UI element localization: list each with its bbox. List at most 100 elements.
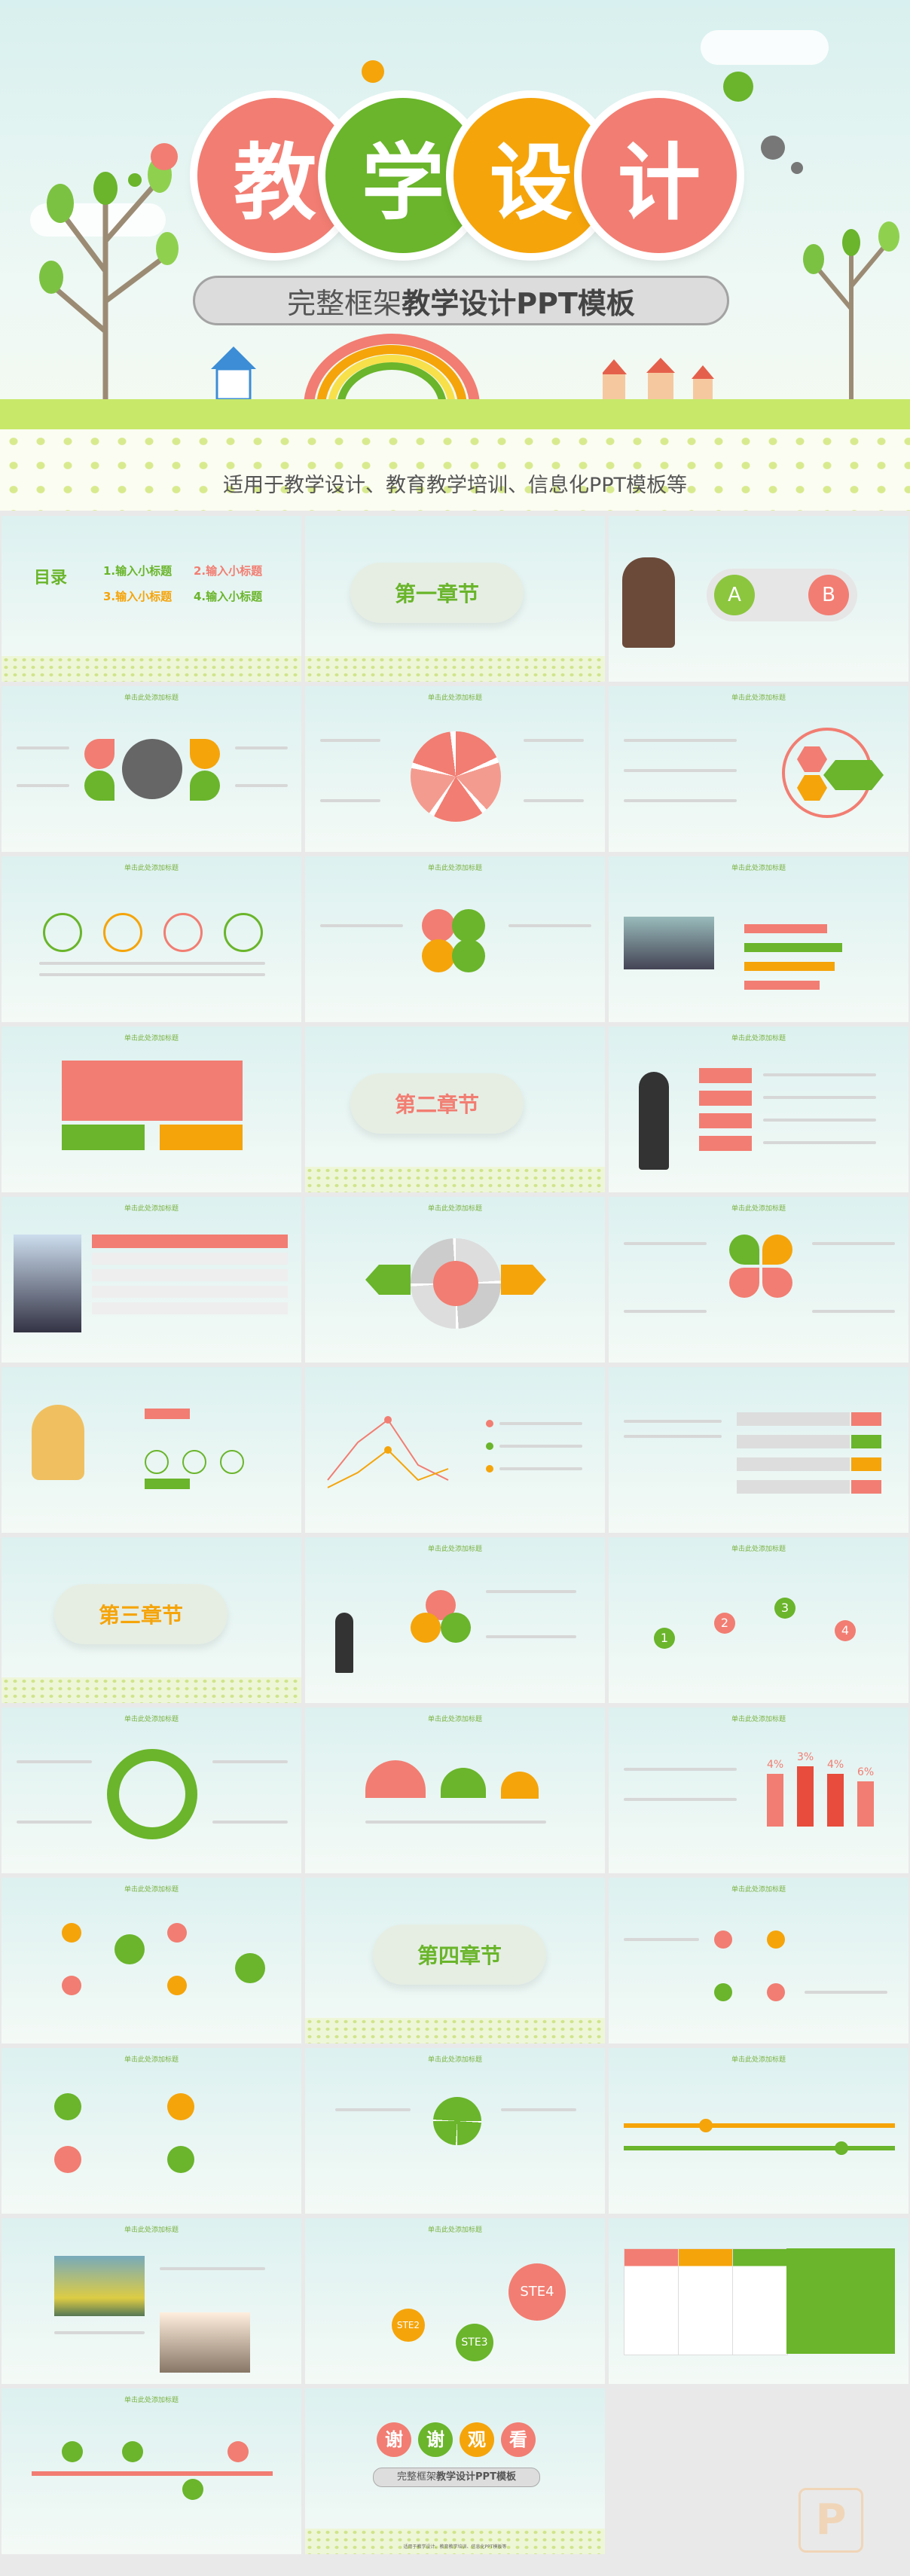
line-chart-illustration: [327, 1416, 449, 1488]
slide-thumbnail[interactable]: 单击此处添加标题: [2, 1027, 301, 1192]
slide-thumbnail[interactable]: 单击此处添加标题: [305, 686, 605, 852]
bar: [767, 1774, 783, 1827]
tile: [62, 1125, 145, 1150]
slide-thumbnail[interactable]: 单击此处添加标题: [305, 1708, 605, 1873]
slide-thumbnail[interactable]: 单击此处添加标题: [2, 2218, 301, 2384]
slide-thumbnail[interactable]: 单击此处添加标题: [2, 686, 301, 852]
slide-thumbnail[interactable]: 单击此处添加标题: [305, 1197, 605, 1363]
list-bar: [737, 1480, 850, 1494]
text-line: [39, 962, 265, 965]
timeline: [624, 2146, 895, 2150]
timeline-node: [122, 2441, 143, 2462]
bar: [797, 1766, 814, 1827]
label-box: [145, 1479, 190, 1489]
slide-thumbnail[interactable]: 单击此处添加标题: [305, 2048, 605, 2214]
node: [767, 1983, 785, 2001]
title-char: 设: [490, 135, 573, 231]
slide-thumbnail[interactable]: 单击此处添加标题: [609, 856, 908, 1022]
icon-circle: [54, 2093, 81, 2120]
column-card: [786, 2248, 841, 2354]
text-line: [812, 1242, 895, 1245]
slide-thumbnail[interactable]: [305, 1367, 605, 1533]
slide-thumbnail[interactable]: [609, 2218, 908, 2384]
text-line: [54, 2331, 145, 2334]
slide-thumbnail[interactable]: 单击此处添加标题: [305, 856, 605, 1022]
slide-thumbnail[interactable]: 单击此处添加标题 STE2 STE3 STE4: [305, 2218, 605, 2384]
bar: [744, 924, 827, 933]
dots-band: [305, 656, 605, 682]
slide-thumbnail[interactable]: 单击此处添加标题: [2, 2048, 301, 2214]
bar-percent: 6%: [857, 1766, 875, 1778]
slide-thumbnail[interactable]: 单击此处添加标题: [609, 2048, 908, 2214]
slide-thumbnail[interactable]: 单击此处添加标题 4% 3% 4% 6%: [609, 1708, 908, 1873]
text-line: [624, 739, 737, 742]
slide-header: 单击此处添加标题: [124, 2397, 179, 2404]
timeline-node: [228, 2441, 249, 2462]
text-line: [499, 1467, 582, 1470]
title-slide[interactable]: 教 学 设 计 完整框架 教学设计PPT模板 适用于教学设计、教育教学培训、信息化…: [0, 0, 910, 511]
ring: [441, 1613, 471, 1643]
ring: [452, 939, 485, 972]
text-line: [624, 1420, 722, 1423]
petal: [762, 1268, 792, 1298]
slide-thumbnail-chapter2[interactable]: 第二章节: [305, 1027, 605, 1192]
slide-header: 单击此处添加标题: [427, 1205, 482, 1213]
decor-dot: [362, 60, 384, 83]
text-line: [805, 1991, 887, 1994]
text-line: [763, 1119, 876, 1122]
dots-band: [305, 2529, 605, 2554]
slide-header: 单击此处添加标题: [427, 2056, 482, 2064]
slide-thumbnail-chapter4[interactable]: 第四章节: [305, 1878, 605, 2043]
slide-header: 单击此处添加标题: [427, 1546, 482, 1553]
thanks-char: 谢: [377, 2422, 411, 2457]
slide-thumbnail[interactable]: 单击此处添加标题: [2, 1878, 301, 2043]
column-card: [678, 2248, 734, 2355]
slide-thumbnail[interactable]: 单击此处添加标题: [609, 1197, 908, 1363]
list-tag: [851, 1457, 881, 1471]
slide-thumbnail-thanks[interactable]: 谢 谢 观 看 完整框架教学设计PPT模板 适用于教学设计、教育教学培训、信息化…: [305, 2388, 605, 2554]
slide-thumbnail[interactable]: 单击此处添加标题: [305, 1537, 605, 1703]
slide-thumbnail[interactable]: 单击此处添加标题: [609, 686, 908, 852]
tree-shape: [365, 1760, 426, 1798]
slide-thumbnail-chapter1[interactable]: 第一章节: [305, 516, 605, 682]
slide-header: 单击此处添加标题: [427, 2227, 482, 2234]
slide-thumbnail-toc[interactable]: 目录 1.输入小标题 2.输入小标题 3.输入小标题 4.输入小标题: [2, 516, 301, 682]
text-line: [486, 1635, 576, 1638]
label-box: [699, 1091, 752, 1106]
slide-thumbnail[interactable]: [2, 1367, 301, 1533]
text-line: [524, 739, 584, 742]
slide-thumbnail-chapter3[interactable]: 第三章节: [2, 1537, 301, 1703]
subtitle-light: 完整框架: [287, 286, 402, 320]
column-card: [841, 2248, 895, 2354]
petal: [84, 771, 115, 801]
toc-item: 4.输入小标题: [194, 590, 263, 603]
dots-band: [0, 429, 910, 511]
icon-circle: [54, 2146, 81, 2173]
slide-thumbnail[interactable]: 单击此处添加标题: [609, 1027, 908, 1192]
text-line: [160, 2267, 265, 2270]
text-line: [486, 1590, 576, 1593]
slide-thumbnail[interactable]: 单击此处添加标题: [609, 1878, 908, 2043]
slide-thumbnail[interactable]: 单击此处添加标题: [2, 856, 301, 1022]
dots-band: [305, 2018, 605, 2043]
text-line: [39, 973, 265, 976]
ring: [182, 1450, 206, 1474]
text-line: [320, 739, 380, 742]
slide-thumbnail-ab[interactable]: A B: [609, 516, 908, 682]
bar-percent: 4%: [827, 1759, 844, 1771]
slide-thumbnail[interactable]: 单击此处添加标题: [2, 1197, 301, 1363]
text-line: [212, 1821, 288, 1824]
text-line: [365, 1821, 546, 1824]
slide-thumbnail[interactable]: 单击此处添加标题: [2, 2388, 301, 2554]
slide-header: 单击此处添加标题: [124, 2227, 179, 2234]
table-header: [92, 1235, 288, 1248]
list-tag: [851, 1412, 881, 1426]
slide-header: 单击此处添加标题: [124, 865, 179, 872]
option-a: A: [714, 575, 755, 615]
slide-thumbnail[interactable]: [609, 1367, 908, 1533]
slide-thumbnail[interactable]: 单击此处添加标题 1 2 3 4: [609, 1537, 908, 1703]
slide-thumbnail[interactable]: 单击此处添加标题: [2, 1708, 301, 1873]
presenter-figure: [335, 1613, 353, 1673]
thanks-subtitle: 完整框架教学设计PPT模板: [373, 2468, 540, 2487]
petal: [729, 1268, 759, 1298]
